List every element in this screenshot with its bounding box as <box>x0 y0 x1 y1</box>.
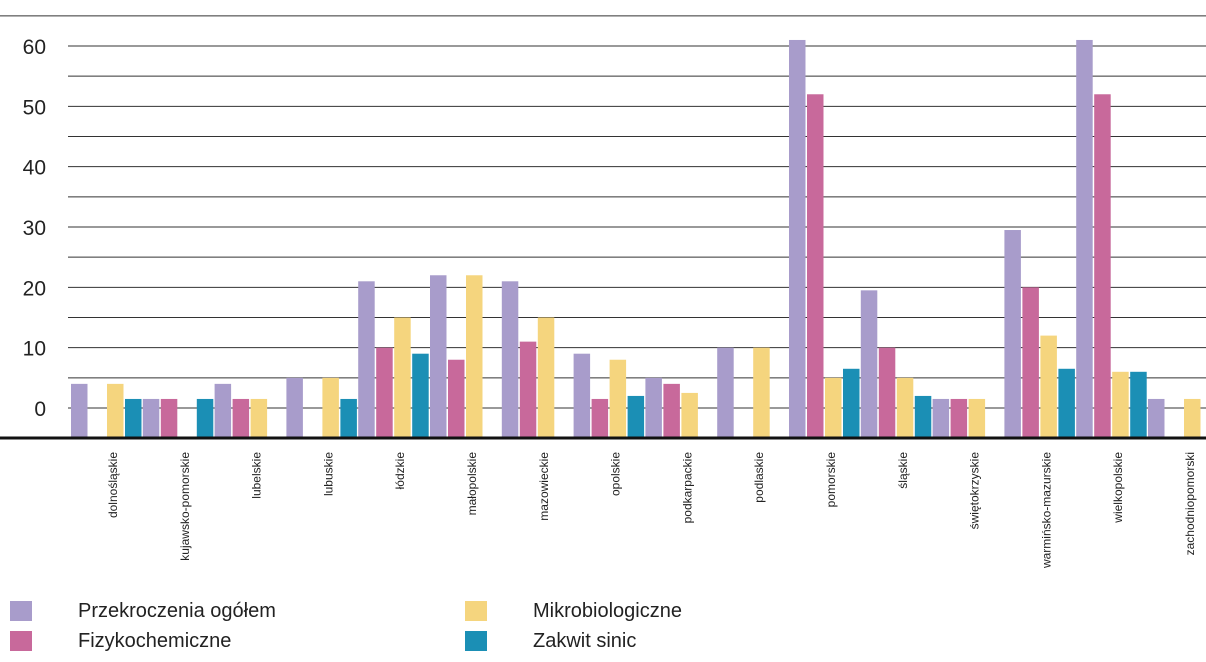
bar-2 <box>376 347 393 438</box>
x-tick-label: pomorskie <box>824 452 838 508</box>
y-axis-ticks: 0 10 20 30 40 50 60 <box>23 36 46 421</box>
legend-label-mikrobiologiczne: Mikrobiologiczne <box>533 599 682 622</box>
bar-2 <box>663 383 680 438</box>
bar-1 <box>645 377 662 438</box>
y-tick-label: 60 <box>23 36 46 59</box>
bar-3 <box>681 392 698 438</box>
bar-4 <box>196 398 214 438</box>
legend-item-zakwit-sinic: Zakwit sinic <box>465 628 636 654</box>
legend-swatch-fizykochemiczne <box>10 631 32 651</box>
bar-1 <box>789 39 806 438</box>
x-tick-label: lubuskie <box>321 452 335 496</box>
bar-3 <box>466 275 483 438</box>
x-tick-label: zachodniopomorski <box>1183 452 1197 555</box>
bar-1 <box>1148 398 1165 438</box>
legend-label-fizykochemiczne: Fizykochemiczne <box>78 629 232 652</box>
y-tick-label: 50 <box>23 96 46 119</box>
x-tick-label: warmińsko-mazurskie <box>1039 452 1053 569</box>
bar-3 <box>1112 371 1129 438</box>
x-tick-label: dolnośląskie <box>106 452 120 518</box>
bar-3 <box>825 377 842 438</box>
bar-2 <box>160 398 178 438</box>
bar-1 <box>358 281 375 438</box>
bar-1 <box>501 281 519 438</box>
bar-chart-svg: 0 10 20 30 40 50 60 dolnośląskie kujawsko-pomor… <box>0 15 1206 569</box>
x-tick-label: podlaskie <box>752 452 766 503</box>
x-tick-label: kujawsko-pomorskie <box>178 452 192 561</box>
bar-3 <box>753 347 770 438</box>
x-tick-label: podkarpackie <box>680 452 694 524</box>
bar-1 <box>214 383 232 438</box>
legend-label-przekroczenia: Przekroczenia ogółem <box>78 599 276 622</box>
bar-4 <box>627 395 645 438</box>
legend-label-zakwit-sinic: Zakwit sinic <box>533 629 637 652</box>
bar-1 <box>142 398 160 438</box>
bar-3 <box>537 317 555 438</box>
bar-2 <box>950 398 968 438</box>
bar-2 <box>1022 287 1039 438</box>
legend-item-przekroczenia: Przekroczenia ogółem <box>10 598 276 624</box>
legend-item-mikrobiologiczne: Mikrobiologiczne <box>465 598 682 624</box>
bar-4 <box>914 395 932 438</box>
bar-1 <box>860 290 878 438</box>
bar-2 <box>807 94 824 439</box>
bar-2 <box>232 398 250 438</box>
bar-3 <box>1040 335 1057 438</box>
legend: Przekroczenia ogółem Fizykochemiczne Mik… <box>0 590 1206 662</box>
bar-3 <box>107 383 124 438</box>
bar-2 <box>878 347 896 438</box>
legend-swatch-przekroczenia <box>10 601 32 621</box>
bar-4 <box>340 398 357 438</box>
bar-1 <box>430 275 447 438</box>
y-tick-label: 20 <box>23 277 46 300</box>
bar-2 <box>1094 94 1111 439</box>
x-tick-label: śląskie <box>896 452 910 489</box>
bar-1 <box>1076 39 1093 438</box>
legend-swatch-mikrobiologiczne <box>465 601 487 621</box>
bar-2 <box>591 398 609 438</box>
y-tick-label: 0 <box>34 398 46 421</box>
bar-4 <box>412 353 429 438</box>
y-tick-label: 10 <box>23 338 46 361</box>
bar-4 <box>125 398 142 438</box>
bar-3 <box>394 317 411 438</box>
x-tick-label: małopolskie <box>465 452 479 516</box>
x-tick-label: łódzkie <box>393 452 407 490</box>
x-tick-label: opolskie <box>609 452 623 496</box>
bar-1 <box>573 353 591 438</box>
bar-3 <box>609 359 627 438</box>
x-axis-ticks: dolnośląskie kujawsko-pomorskie lubelskie l… <box>106 452 1197 569</box>
bar-4 <box>843 368 860 438</box>
x-tick-label: świętokrzyskie <box>968 452 982 530</box>
bar-1 <box>932 398 950 438</box>
bar-3 <box>322 377 339 438</box>
legend-item-fizykochemiczne: Fizykochemiczne <box>10 628 231 654</box>
x-tick-label: wielkopolskie <box>1111 452 1125 524</box>
bar-1 <box>717 347 734 438</box>
bar-3 <box>968 398 986 438</box>
bar-2 <box>519 341 537 438</box>
bars <box>71 39 1201 439</box>
bar-1 <box>1004 230 1021 438</box>
bar-3 <box>1184 398 1201 438</box>
bar-1 <box>71 383 88 438</box>
bar-4 <box>1058 368 1075 438</box>
bar-4 <box>1130 371 1147 438</box>
x-tick-label: mazowieckie <box>537 452 551 521</box>
legend-swatch-zakwit-sinic <box>465 631 487 651</box>
y-tick-label: 30 <box>23 217 46 240</box>
bar-3 <box>896 377 914 438</box>
bar-3 <box>250 398 268 438</box>
x-tick-label: lubelskie <box>250 452 264 499</box>
y-tick-label: 40 <box>23 157 46 180</box>
bar-2 <box>448 359 465 438</box>
bar-1 <box>286 377 303 438</box>
